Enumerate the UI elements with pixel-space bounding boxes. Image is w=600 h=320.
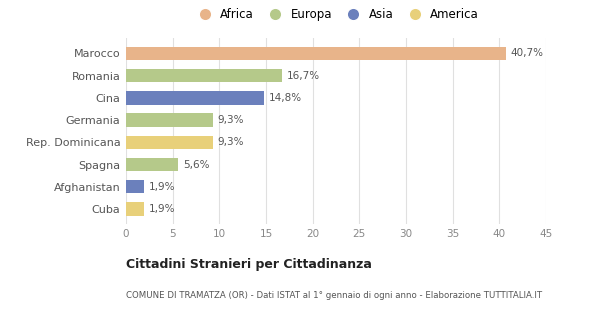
Text: 14,8%: 14,8% [269, 93, 302, 103]
Text: 40,7%: 40,7% [511, 49, 544, 59]
Text: 16,7%: 16,7% [287, 71, 320, 81]
Bar [126, 69, 282, 82]
Bar [126, 158, 178, 171]
Text: 1,9%: 1,9% [148, 204, 175, 214]
Bar [126, 136, 213, 149]
Legend: Africa, Europa, Asia, America: Africa, Europa, Asia, America [188, 4, 484, 26]
Text: 1,9%: 1,9% [148, 182, 175, 192]
Bar [126, 113, 213, 127]
Text: Cittadini Stranieri per Cittadinanza: Cittadini Stranieri per Cittadinanza [126, 258, 372, 271]
Bar [126, 91, 264, 105]
Text: 5,6%: 5,6% [183, 159, 209, 170]
Bar [126, 47, 506, 60]
Text: 9,3%: 9,3% [217, 115, 244, 125]
Text: 9,3%: 9,3% [217, 137, 244, 147]
Text: COMUNE DI TRAMATZA (OR) - Dati ISTAT al 1° gennaio di ogni anno - Elaborazione T: COMUNE DI TRAMATZA (OR) - Dati ISTAT al … [126, 291, 542, 300]
Bar [126, 180, 144, 193]
Bar [126, 202, 144, 216]
